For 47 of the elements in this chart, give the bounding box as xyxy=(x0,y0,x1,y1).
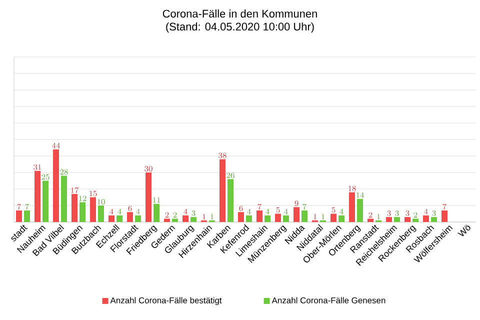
bar xyxy=(154,204,160,222)
bar xyxy=(330,214,337,222)
bar xyxy=(368,218,374,222)
bar xyxy=(164,218,170,222)
bar xyxy=(24,210,30,222)
bar xyxy=(431,217,438,222)
bar xyxy=(442,210,448,222)
legend-label: Anzahl Corona-Fälle bestätigt xyxy=(110,297,222,306)
legend-label: Anzahl Corona-Fälle Genesen xyxy=(272,297,386,304)
chart-title: Corona-Fälle in den Kommunen xyxy=(162,10,317,18)
bar xyxy=(190,217,196,222)
bar xyxy=(256,210,263,222)
bar xyxy=(135,215,141,222)
bar xyxy=(182,215,189,222)
bar xyxy=(246,215,252,222)
bar xyxy=(98,206,104,222)
bar xyxy=(116,215,122,222)
bar xyxy=(72,194,78,222)
bar xyxy=(90,197,96,222)
bar xyxy=(80,202,86,222)
bar xyxy=(16,210,22,222)
bar xyxy=(404,217,411,222)
bar xyxy=(338,215,344,222)
bar xyxy=(108,215,115,222)
bar xyxy=(238,212,244,222)
bar xyxy=(264,215,270,222)
bar xyxy=(228,179,234,222)
bar xyxy=(172,218,178,222)
chart-subtitle: (Stand: 04.05.2020 10:00 Uhr) xyxy=(166,22,314,33)
bar xyxy=(394,217,400,222)
bar xyxy=(275,214,282,222)
bar xyxy=(61,176,67,222)
bar xyxy=(146,172,152,222)
x-tick-label: Wö xyxy=(458,224,470,236)
bar xyxy=(412,218,419,222)
bar xyxy=(42,180,48,222)
bar xyxy=(386,217,392,222)
bar xyxy=(302,210,308,222)
bar xyxy=(53,149,60,222)
bar xyxy=(357,198,363,222)
bar xyxy=(34,170,41,222)
bar xyxy=(349,192,356,222)
bar xyxy=(423,215,430,222)
bar xyxy=(283,215,289,222)
bar xyxy=(127,212,134,222)
bar xyxy=(220,159,226,222)
bar xyxy=(294,207,300,222)
